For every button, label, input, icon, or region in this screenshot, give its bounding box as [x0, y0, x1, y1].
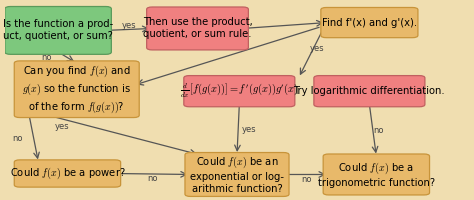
Text: no: no	[301, 175, 311, 184]
FancyBboxPatch shape	[5, 7, 111, 54]
Text: no: no	[41, 53, 52, 62]
Text: Try logarithmic differentiation.: Try logarithmic differentiation.	[293, 86, 445, 96]
Text: Could $f(x)$ be a
trigonometric function?: Could $f(x)$ be a trigonometric function…	[318, 161, 435, 188]
Text: yes: yes	[310, 44, 324, 53]
Text: no: no	[12, 134, 23, 143]
Text: yes: yes	[122, 21, 137, 30]
Text: $\frac{d}{dx}[f(g(x))] = f'(g(x))g'(x)$: $\frac{d}{dx}[f(g(x))] = f'(g(x))g'(x)$	[180, 82, 299, 100]
Text: Could $f(x)$ be an
exponential or log-
arithmic function?: Could $f(x)$ be an exponential or log- a…	[190, 155, 284, 194]
Text: Find f'(x) and g'(x).: Find f'(x) and g'(x).	[322, 18, 417, 28]
FancyBboxPatch shape	[323, 154, 429, 195]
Text: Is the function a prod-
uct, quotient, or sum?: Is the function a prod- uct, quotient, o…	[3, 19, 113, 41]
Text: Then use the product,
quotient, or sum rule.: Then use the product, quotient, or sum r…	[143, 17, 252, 39]
Text: yes: yes	[55, 122, 69, 131]
FancyBboxPatch shape	[14, 61, 139, 118]
Text: Could $f(x)$ be a power?: Could $f(x)$ be a power?	[9, 166, 125, 181]
FancyBboxPatch shape	[314, 76, 425, 107]
FancyBboxPatch shape	[185, 153, 289, 196]
Text: Can you find $f(x)$ and
$g(x)$ so the function is
of the form $f(g(x))$?: Can you find $f(x)$ and $g(x)$ so the fu…	[22, 64, 131, 115]
Text: no: no	[374, 126, 384, 135]
Text: yes: yes	[241, 125, 256, 134]
FancyBboxPatch shape	[14, 160, 121, 187]
FancyBboxPatch shape	[184, 76, 295, 107]
FancyBboxPatch shape	[146, 7, 248, 50]
FancyBboxPatch shape	[321, 7, 418, 38]
Text: no: no	[147, 174, 158, 183]
